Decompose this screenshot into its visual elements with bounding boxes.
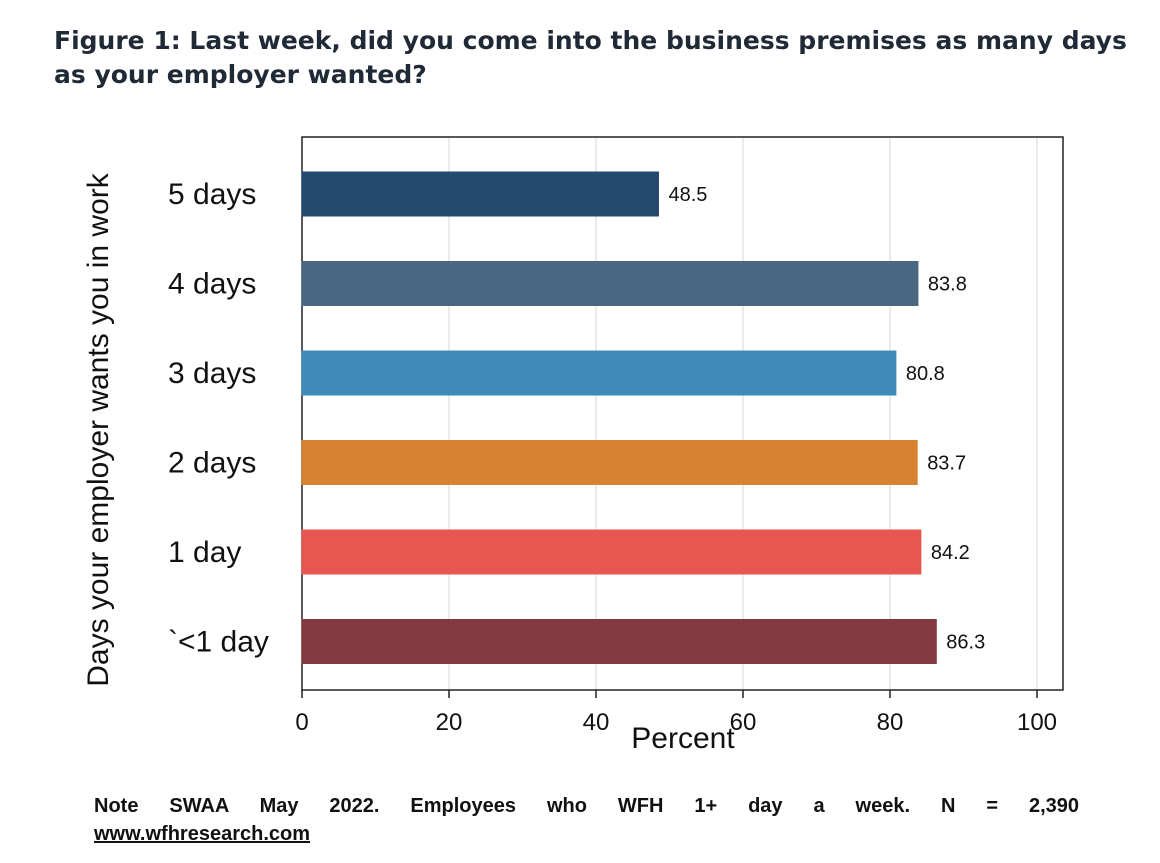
website-link[interactable]: www.wfhresearch.com [94, 823, 310, 845]
bar [301, 171, 659, 217]
bar [301, 440, 918, 485]
value-label: 83.8 [928, 274, 967, 296]
category-label: 5 days [168, 178, 256, 211]
figure-title: Figure 1: Last week, did you come into t… [54, 26, 1127, 89]
x-tick-label: 60 [730, 709, 757, 736]
category-labels: 5 days 4 days 3 days 2 days 1 day `<1 day [168, 178, 269, 659]
category-label: 1 day [168, 536, 241, 569]
grid-lines [448, 137, 1038, 690]
x-tick-label: 0 [295, 709, 308, 736]
value-labels: 48.5 83.8 80.8 83.7 84.2 86.3 [668, 184, 985, 654]
value-label: 83.7 [927, 453, 966, 475]
category-label: `<1 day [168, 626, 269, 659]
x-axis-ticks: 0 20 40 60 80 100 [295, 690, 1057, 736]
category-label: 2 days [168, 447, 256, 480]
category-label: 3 days [168, 357, 256, 390]
value-label: 80.8 [906, 363, 945, 385]
bar [301, 261, 919, 306]
x-tick-label: 80 [877, 709, 904, 736]
value-label: 84.2 [931, 542, 970, 564]
bar [301, 529, 922, 575]
x-tick-label: 100 [1017, 709, 1057, 736]
x-axis-title: Percent [631, 722, 735, 755]
footnote: Note SWAA May 2022. Employees who WFH 1+… [94, 795, 1079, 817]
value-label: 86.3 [946, 632, 985, 654]
bar [301, 350, 897, 396]
bar [301, 619, 937, 664]
bars [301, 171, 937, 664]
x-tick-label: 20 [436, 709, 463, 736]
category-label: 4 days [168, 268, 256, 301]
x-tick-label: 40 [583, 709, 610, 736]
y-axis-title: Days your employer wants you in work [82, 172, 115, 687]
plot-area-frame [301, 136, 1064, 691]
value-label: 48.5 [668, 184, 707, 206]
